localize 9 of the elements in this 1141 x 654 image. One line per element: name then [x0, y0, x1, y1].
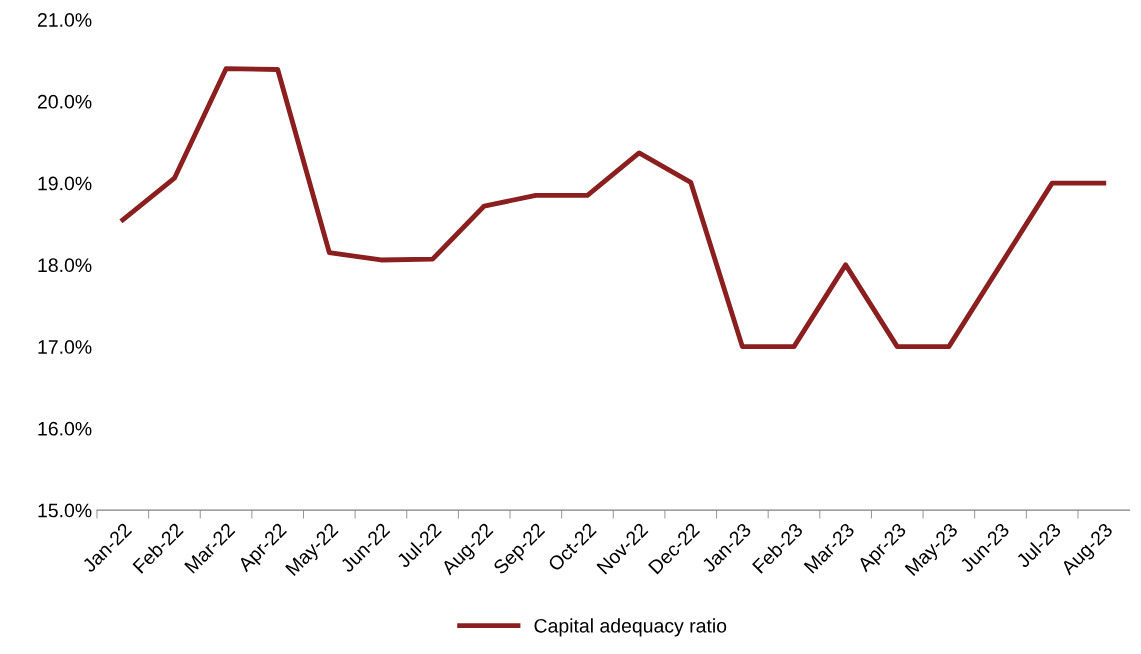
- y-tick-label: 20.0%: [37, 94, 92, 109]
- y-tick-label: 19.0%: [38, 176, 92, 191]
- y-tick-label: 21.0%: [37, 13, 92, 27]
- y-tick-label: 15.0%: [38, 503, 92, 518]
- legend-label: Capital adequacy ratio: [534, 618, 727, 637]
- y-tick-label: 17.0%: [38, 340, 92, 354]
- line-series: [120, 66, 1107, 350]
- y-tick-label: 16.0%: [38, 421, 92, 436]
- y-tick-label: 18.0%: [38, 258, 92, 273]
